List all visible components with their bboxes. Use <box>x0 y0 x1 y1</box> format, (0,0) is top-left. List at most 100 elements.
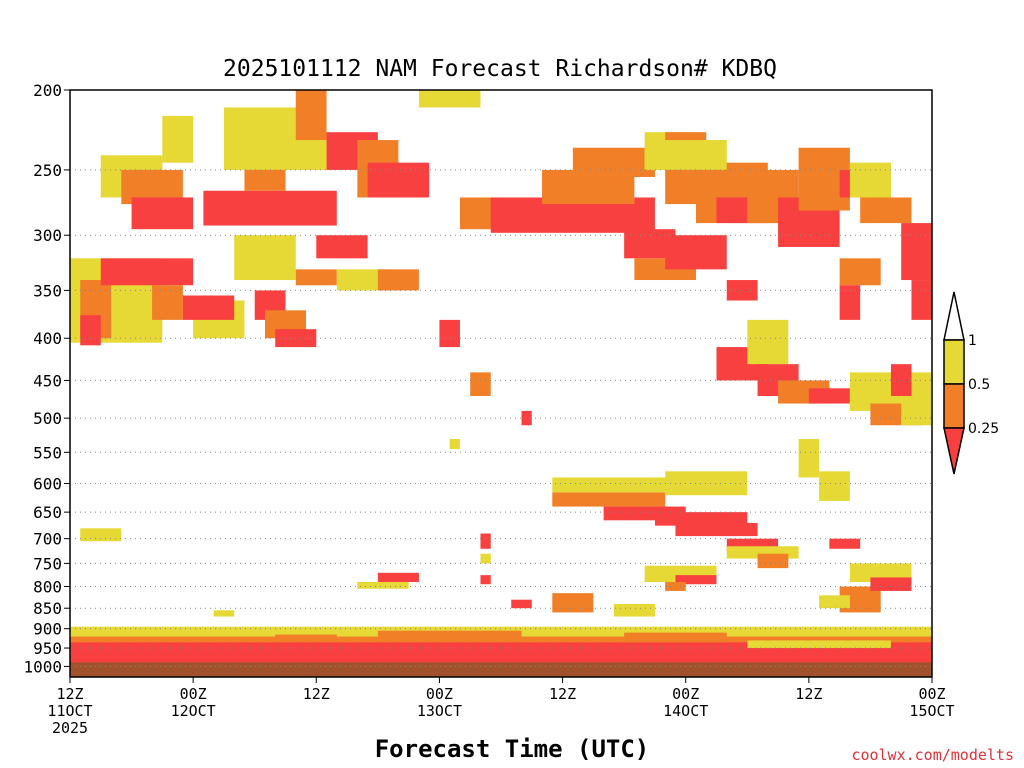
ri-cell-44 <box>726 280 758 301</box>
ri-cell-66 <box>552 492 666 507</box>
ri-cell-68 <box>665 471 748 496</box>
x-tick-label: 15OCT <box>909 702 954 720</box>
legend: 1 0.5 0.25 <box>943 291 999 475</box>
ri-cell-70 <box>654 512 748 526</box>
ri-cell-25 <box>295 269 337 286</box>
x-tick-label: 00Z <box>180 685 207 703</box>
ri-cell-12 <box>203 190 337 226</box>
ri-cell-19 <box>418 90 481 108</box>
ri-cell-78 <box>829 538 861 549</box>
y-tick-label: 900 <box>33 620 62 639</box>
ri-cell-54 <box>839 285 861 320</box>
ri-cell-65 <box>819 471 850 501</box>
ri-cell-94 <box>70 642 932 663</box>
ri-cell-52 <box>911 280 932 320</box>
x-tick-label: 12Z <box>303 685 330 703</box>
legend-swatch-1 <box>943 339 965 385</box>
ri-cell-74 <box>757 553 789 569</box>
y-tick-label: 600 <box>33 474 62 493</box>
ri-cell-83 <box>480 533 491 549</box>
x-tick-label: 12Z <box>795 685 822 703</box>
ri-cell-98 <box>747 640 891 649</box>
y-tick-label: 400 <box>33 329 62 348</box>
x-tick-label: 00Z <box>918 685 945 703</box>
ri-cell-56 <box>747 319 789 365</box>
y-tick-label: 350 <box>33 281 62 300</box>
ri-cell-59 <box>808 388 850 404</box>
y-tick-label: 950 <box>33 639 62 658</box>
ri-cell-63 <box>890 364 912 397</box>
x-tick-label: 00Z <box>426 685 453 703</box>
legend-label: 1 <box>968 333 977 349</box>
ri-cell-86 <box>357 581 409 589</box>
x-tick-label: 14OCT <box>663 702 708 720</box>
x-tick-label: 12OCT <box>171 702 216 720</box>
ri-cell-97 <box>624 632 727 643</box>
ri-cell-84 <box>480 553 491 564</box>
ri-cell-9 <box>131 197 194 230</box>
x-tick-label: 00Z <box>672 685 699 703</box>
legend-label: 0.25 <box>968 421 999 437</box>
y-tick-label: 450 <box>33 371 62 390</box>
x-tick-label: 11OCT <box>47 702 92 720</box>
ri-cell-15 <box>295 90 327 141</box>
x-axis-label: Forecast Time (UTC) <box>375 735 650 763</box>
ri-cell-90 <box>511 599 532 609</box>
y-axis: 200 250 300 350 400 450 500 550 600 650 700 750 800 8… <box>23 81 70 676</box>
ri-cell-53 <box>839 258 881 286</box>
ri-cell-21 <box>234 235 296 281</box>
ri-cell-4 <box>152 285 183 320</box>
ri-cell-89 <box>613 603 655 617</box>
ri-cell-10 <box>162 115 194 163</box>
ri-cell-88 <box>552 593 594 613</box>
ri-cell-79 <box>849 563 912 582</box>
ri-cell-81 <box>870 577 912 591</box>
y-tick-label: 300 <box>33 226 62 245</box>
ri-cell-29 <box>470 372 491 397</box>
chart-title: 2025101112 NAM Forecast Richardson# KDBQ <box>223 56 777 82</box>
ri-cell-28 <box>439 319 460 348</box>
ri-cell-71 <box>675 522 758 537</box>
x-tick-label: 13OCT <box>417 702 462 720</box>
y-tick-label: 200 <box>33 81 62 100</box>
ri-cell-20 <box>316 235 368 259</box>
y-tick-label: 550 <box>33 443 62 462</box>
ri-cell-82 <box>819 595 850 609</box>
legend-swatch-0 <box>943 291 965 341</box>
ri-cell-95 <box>275 634 337 641</box>
ri-cell-27 <box>377 269 419 291</box>
ri-cell-6 <box>182 295 235 320</box>
ri-cell-64 <box>798 439 820 478</box>
credit-text[interactable]: coolwx.com/modelts <box>851 746 1014 764</box>
ri-cell-35 <box>572 147 655 178</box>
ri-cell-3 <box>100 258 194 286</box>
ri-cell-11 <box>80 528 122 542</box>
ri-cell-41 <box>644 140 727 170</box>
ri-cell-87 <box>377 572 419 582</box>
x-tick-label: 2025 <box>52 719 88 737</box>
ri-cell-31 <box>449 439 460 450</box>
ri-cell-76 <box>675 575 717 585</box>
y-tick-label: 700 <box>33 530 62 549</box>
y-tick-label: 800 <box>33 577 62 596</box>
legend-swatch-3 <box>943 427 965 475</box>
ri-cell-50 <box>860 197 912 224</box>
ri-cell-49 <box>849 162 891 198</box>
ri-cell-43 <box>665 235 727 270</box>
ri-cell-18 <box>367 162 430 198</box>
ri-cell-85 <box>480 575 491 585</box>
ri-cell-30 <box>521 410 532 426</box>
y-tick-label: 1000 <box>23 657 62 676</box>
x-tick-label: 12Z <box>56 685 83 703</box>
plot-frame <box>69 89 933 678</box>
legend-swatch-2 <box>943 383 965 429</box>
data-cells <box>70 90 932 663</box>
y-tick-label: 750 <box>33 554 62 573</box>
y-tick-label: 650 <box>33 503 62 522</box>
ri-cell-67 <box>552 477 686 493</box>
legend-label: 0.5 <box>968 377 990 393</box>
ri-cell-26 <box>336 269 389 291</box>
ri-cell-96 <box>377 630 522 641</box>
